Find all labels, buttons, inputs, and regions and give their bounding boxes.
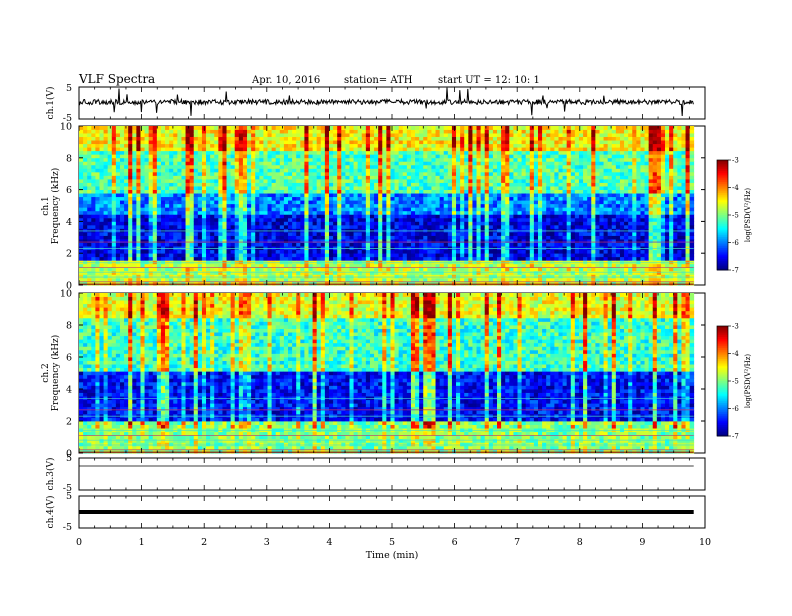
cbar1-tick-label: -4 xyxy=(732,184,739,192)
cbar1-tick-label: -3 xyxy=(732,157,739,165)
spec2-ytick: 6 xyxy=(66,353,72,364)
cbar2-tick-label: -7 xyxy=(732,433,739,441)
ch1-colorbar: -3 -4 -5 -6 -7 log(PSD(V²/Hz) xyxy=(717,157,752,275)
time-axis-tick-label: 3 xyxy=(264,537,270,548)
ch2-spectrogram-ylabel-axis: Frequency (kHz) xyxy=(50,335,61,412)
start-time-label: start UT = 12: 10: 1 xyxy=(438,75,540,86)
station-label: station= ATH xyxy=(344,75,413,86)
time-axis-tick-label: 8 xyxy=(577,537,583,548)
ch1-spectrogram-ylabel-axis: Frequency (kHz) xyxy=(50,168,61,245)
cbar2-tick-label: -5 xyxy=(732,378,739,386)
time-axis-tick-label: 7 xyxy=(514,537,520,548)
spec1-ytick: 4 xyxy=(66,217,72,228)
spec1-ytick: 2 xyxy=(66,249,72,260)
cbar1-tick-label: -6 xyxy=(732,239,739,247)
cbar2-tick-label: -4 xyxy=(732,350,739,358)
ch4-waveform-ylabel: ch.4(V) xyxy=(45,496,56,529)
ch2-spectrogram xyxy=(79,293,694,453)
time-axis-tick-label: 1 xyxy=(139,537,145,548)
spec1-ytick: 10 xyxy=(60,122,72,133)
spec2-ytick: 4 xyxy=(66,385,72,396)
ch3-ytick: 5 xyxy=(66,453,72,464)
cbar1-tick-label: -5 xyxy=(732,212,739,220)
spec2-ytick: 8 xyxy=(66,321,72,332)
spec1-ytick: 8 xyxy=(66,153,72,164)
time-axis-label: Time (min) xyxy=(366,550,419,561)
ch1-ytick: 5 xyxy=(66,83,72,94)
ch2-colorbar: -3 -4 -5 -6 -7 log(PSD(V²/Hz) xyxy=(717,323,752,441)
ch3-waveform-ylabel: ch.3(V) xyxy=(45,458,56,491)
time-axis-tick-label: 10 xyxy=(699,537,711,548)
cbar1-tick-label: -7 xyxy=(732,267,739,275)
cbar2-label: log(PSD(V²/Hz) xyxy=(744,354,752,409)
time-axis-tick-label: 2 xyxy=(201,537,207,548)
figure-title: VLF Spectra xyxy=(78,72,155,86)
cbar1-label: log(PSD(V²/Hz) xyxy=(744,188,752,243)
cbar2-tick-label: -3 xyxy=(732,323,739,331)
time-axis-tick-label: 5 xyxy=(389,537,395,548)
time-axis-tick-label: 0 xyxy=(76,537,82,548)
spec2-ytick: 2 xyxy=(66,417,72,428)
ch4-ytick: 5 xyxy=(66,491,72,502)
ch1-waveform-ylabel: ch.1(V) xyxy=(45,87,56,120)
ch1-spectrogram-ylabel-channel: ch.1 xyxy=(41,196,51,215)
ch4-ytick: -5 xyxy=(63,522,72,533)
cbar2-tick-label: -6 xyxy=(732,405,739,413)
date-label: Apr. 10, 2016 xyxy=(251,75,320,86)
ch1-spectrogram xyxy=(79,126,694,285)
time-axis-tick-label: 9 xyxy=(639,537,645,548)
time-axis-tick-label: 6 xyxy=(452,537,458,548)
spec2-ytick: 10 xyxy=(60,289,72,300)
ch2-spectrogram-ylabel-channel: ch.2 xyxy=(41,363,51,382)
spec1-ytick: 6 xyxy=(66,185,72,196)
time-axis-tick-label: 4 xyxy=(326,537,332,548)
ch4-waveform-trace xyxy=(79,510,694,514)
ch1-waveform-trace xyxy=(79,88,693,116)
